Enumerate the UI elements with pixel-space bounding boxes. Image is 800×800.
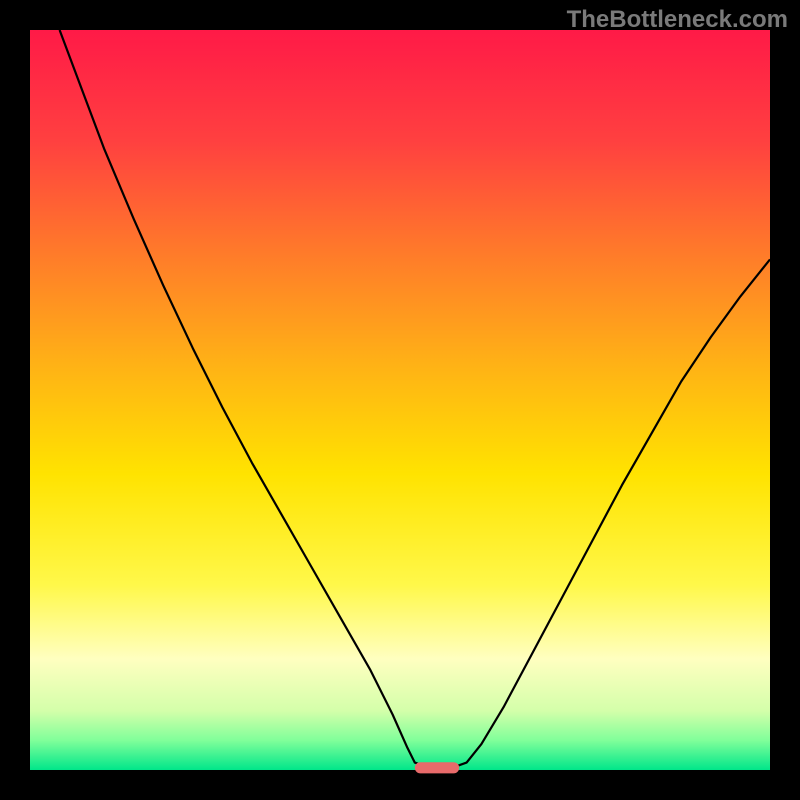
plot-background: [30, 30, 770, 770]
bottleneck-curve-chart: [0, 0, 800, 800]
chart-container: TheBottleneck.com: [0, 0, 800, 800]
optimal-zone-marker: [415, 762, 459, 773]
watermark-text: TheBottleneck.com: [567, 6, 788, 34]
